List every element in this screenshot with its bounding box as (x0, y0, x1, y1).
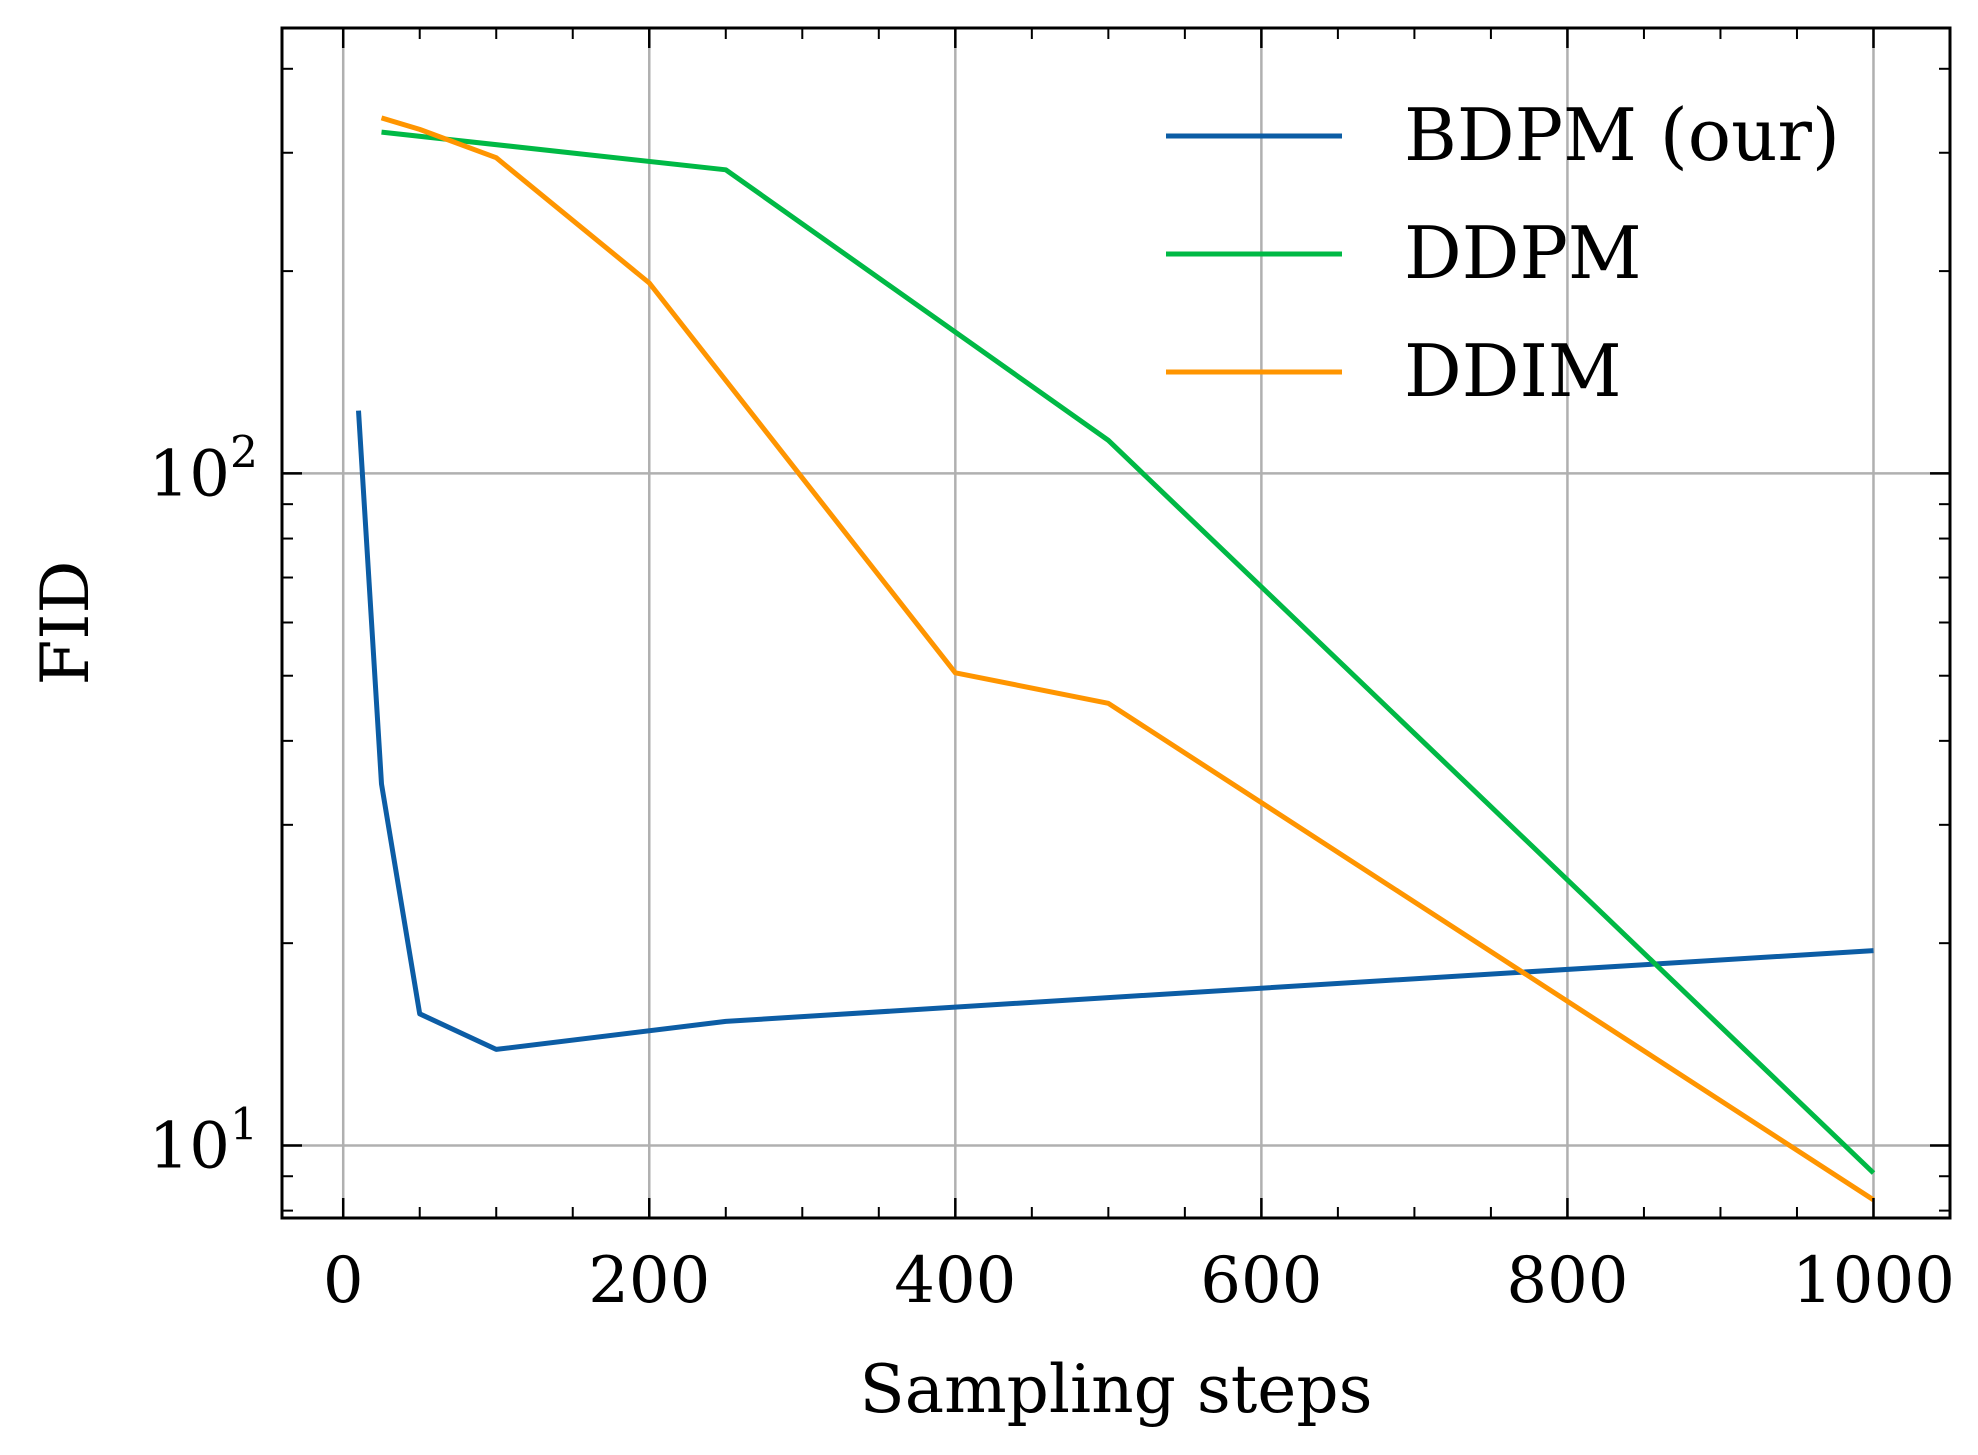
y-tick-base: 10 (149, 437, 230, 511)
y-tick-label: 101 (149, 1099, 258, 1183)
series-line-ddpm (381, 129, 1876, 1175)
x-tick-label: 200 (588, 1244, 710, 1318)
y-tick-label: 102 (149, 427, 258, 511)
x-tick-label: 1000 (1792, 1244, 1955, 1318)
plot-frame (280, 26, 1952, 1220)
legend-label: DDPM (1404, 211, 1642, 295)
legend: BDPM (our) DDPM DDIM (1166, 93, 1840, 413)
series-line-ddim (380, 115, 1875, 1202)
x-axis-label: Sampling steps (860, 1351, 1373, 1428)
y-tick-exponent: 2 (230, 427, 258, 478)
x-tick-label: 600 (1200, 1244, 1322, 1318)
series-line-bdpm-our (356, 410, 1874, 1052)
grid-lines (282, 28, 1950, 1218)
y-tick-exponent: 1 (230, 1099, 258, 1150)
legend-label: DDIM (1404, 329, 1622, 413)
x-tick-label: 400 (894, 1244, 1016, 1318)
series-lines (356, 115, 1876, 1202)
x-tick-label: 0 (323, 1244, 364, 1318)
y-axis-label: FID (27, 561, 104, 686)
x-tick-label: 800 (1506, 1244, 1628, 1318)
legend-label: BDPM (our) (1404, 93, 1840, 177)
y-tick-base: 10 (149, 1109, 230, 1183)
axis-ticks (282, 28, 1951, 1218)
